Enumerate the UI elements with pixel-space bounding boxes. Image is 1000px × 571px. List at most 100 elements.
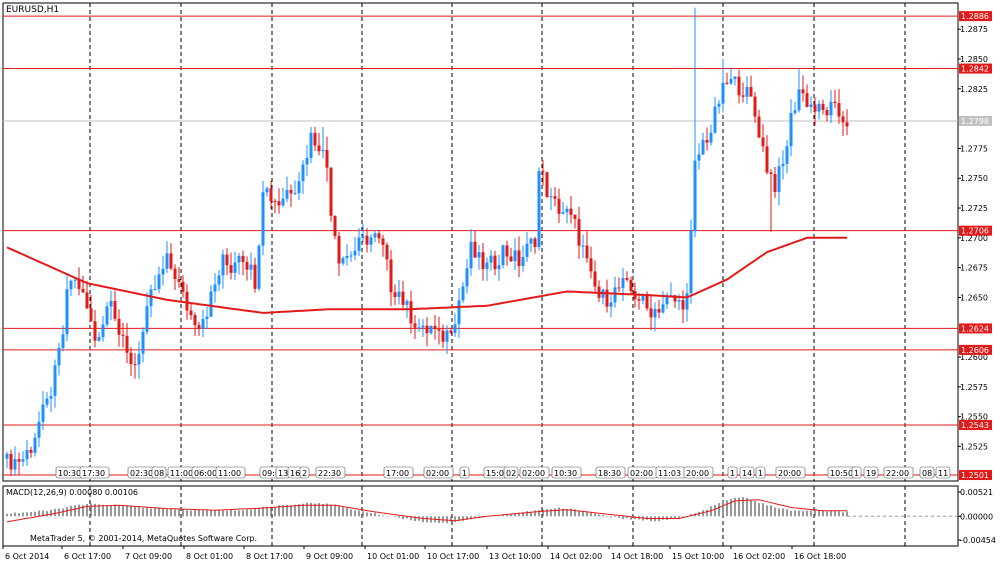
bull-candle [513,250,517,262]
level-price-box [959,419,992,430]
bull-candle [721,82,725,104]
bear-candle [577,218,581,246]
time-marker-label: 02:00 [522,469,545,478]
level-price-label: 1.2501 [961,471,989,480]
bear-candle [737,76,741,96]
bear-candle [801,89,805,94]
bull-candle [809,104,813,107]
time-marker-box [315,466,346,479]
bear-candle [169,253,173,269]
bull-candle [713,106,717,133]
time-marker-box [727,466,738,479]
time-marker-label: 14 [742,469,752,478]
time-marker: 08 [919,466,935,479]
bull-candle [209,291,213,317]
bear-candle [757,116,761,138]
bear-candle [333,215,337,237]
bull-candle [421,325,425,328]
time-marker: 17:00 [383,466,414,479]
bull-candle [397,291,401,297]
time-marker-label: 02:00 [426,469,449,478]
bear-candle [433,325,437,330]
bear-candle [325,149,329,168]
bear-candle [509,256,513,262]
bear-candle [753,96,757,117]
bear-candle [381,238,385,245]
bull-candle [297,181,301,194]
bear-candle [625,278,629,280]
bull-candle [429,325,433,334]
bull-candle [361,235,365,238]
time-marker-box [883,466,914,479]
time-marker-box [459,466,470,479]
time-marker: 1 [727,466,738,479]
bear-candle [473,241,477,258]
time-marker-label: 08 [922,469,932,478]
current-price-label: 1.2798 [961,117,989,126]
bull-candle [561,212,565,214]
time-marker-label: 02:30 [130,469,153,478]
bear-candle [557,198,561,214]
time-axis-label: 10 Oct 17:00 [427,552,479,561]
bear-candle [573,214,577,219]
bear-candle [193,315,197,326]
time-marker: 02:00 [627,466,658,479]
bull-candle [353,250,357,256]
bull-candle [489,255,493,263]
price-axis-label: 1.2725 [960,204,988,213]
bull-candle [45,398,49,405]
bear-candle [125,335,129,353]
bear-candle [393,292,397,297]
time-marker-label: 20:00 [778,469,801,478]
time-marker: 18:30 [595,466,626,479]
axis-layer: 1.2875 1.2850 1.2825 1.2775 1.2750 1.2725 1.27… [2,11,996,561]
current-price-box [959,116,992,127]
price-axis-label: 1.2525 [960,442,988,451]
time-marker-label: 10:30 [58,469,81,478]
bull-candle [453,324,457,333]
bull-candle [701,139,705,155]
time-marker: 14 [739,466,755,479]
time-marker-label: 02 [506,469,516,478]
time-marker-label: 13 [278,469,288,478]
time-axis-label: 16 Oct 18:00 [794,552,846,561]
bull-candle [829,101,833,116]
bull-candle [321,149,325,152]
bear-candle [117,318,121,335]
time-marker-label: 17:00 [386,469,409,478]
bear-candle [253,264,257,289]
time-marker-label: 1 [854,469,859,478]
time-marker: 10:30 [551,466,582,479]
macd-axis-label: -0.00454 [960,536,996,545]
time-marker-label: 2 [302,469,307,478]
bull-candle [501,245,505,266]
price-pane-border [2,2,959,482]
price-axis-label: 1.2850 [960,55,988,64]
bull-candle [69,280,73,290]
bull-candle [137,353,141,365]
bull-candle [693,160,697,231]
bear-candle [197,325,201,329]
time-marker-box [151,466,167,479]
price-axis-label: 1.2650 [960,293,988,302]
time-marker: 2 [299,466,310,479]
bull-candle [65,289,69,335]
level-price-box [959,63,992,74]
bear-candle [413,323,417,328]
macd-axis-label: 0.00521 [960,488,993,497]
bull-candle [213,284,217,292]
bull-candle [697,154,701,161]
bull-candle [265,188,269,193]
time-axis-label: 9 Oct 09:00 [306,552,353,561]
bull-candle [13,459,17,470]
time-marker: 08 [151,466,167,479]
bull-candle [285,190,289,199]
bear-candle [617,287,621,289]
bull-candle [445,330,449,342]
bear-candle [29,449,33,453]
bear-candle [533,238,537,248]
bull-candle [217,275,221,285]
bear-candle [765,146,769,173]
bear-candle [749,87,753,97]
bear-candle [133,364,137,366]
